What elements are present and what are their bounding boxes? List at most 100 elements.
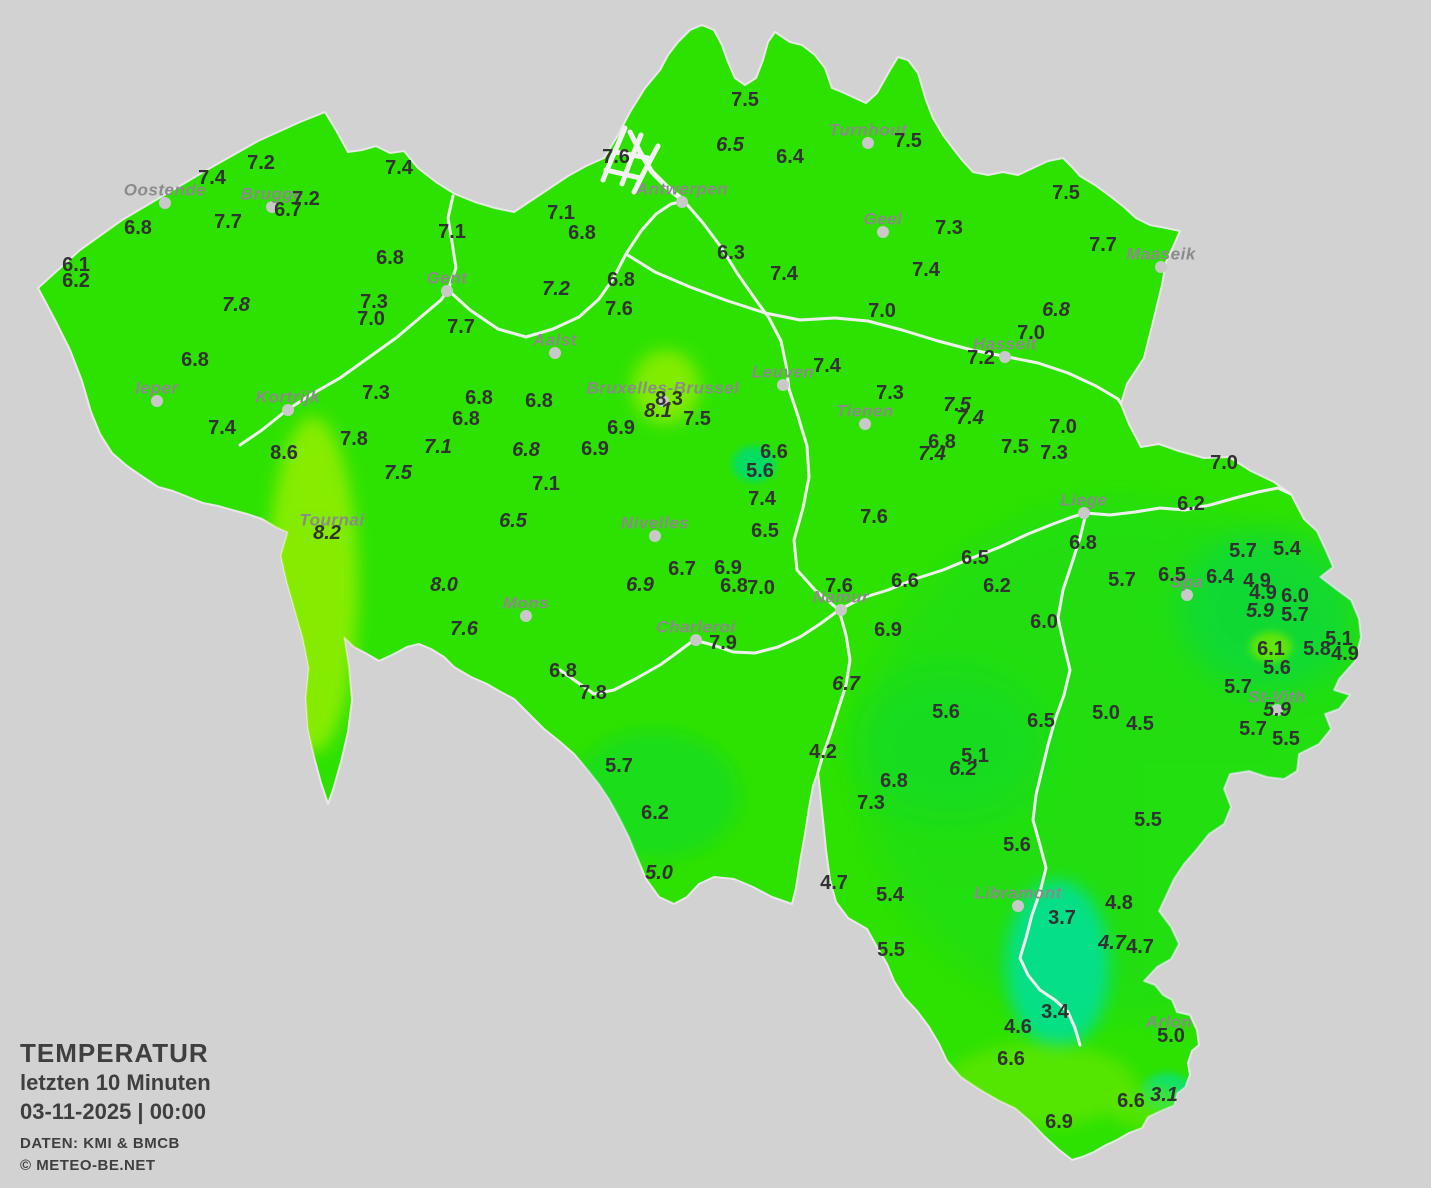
temp-label: 4.5 xyxy=(1126,713,1154,735)
temp-label: 4.2 xyxy=(809,741,837,763)
city-dot xyxy=(549,347,561,359)
border-antwerpen-namur xyxy=(682,199,841,612)
city-dot xyxy=(862,137,874,149)
border-sambre-meuse xyxy=(558,511,1088,696)
temp-label: 7.5 xyxy=(943,394,972,416)
temp-label: 7.6 xyxy=(860,506,888,528)
temp-label: 7.4 xyxy=(956,407,984,429)
shade-condroz xyxy=(855,670,1045,820)
temp-label: 7.1 xyxy=(532,473,560,495)
city-label: Maaseik xyxy=(1126,245,1197,264)
temp-label: 5.1 xyxy=(961,745,989,767)
city-dot xyxy=(649,530,661,542)
temp-label: 5.9 xyxy=(1263,699,1292,721)
temp-label: 7.2 xyxy=(542,278,570,300)
temp-label: 6.4 xyxy=(776,146,805,168)
temp-label: 6.8 xyxy=(465,387,493,409)
city-label: Aalst xyxy=(532,331,578,350)
city-dot xyxy=(859,418,871,430)
temp-label: 7.7 xyxy=(447,316,475,338)
temp-label: 8.3 xyxy=(655,388,683,410)
temp-label: 7.3 xyxy=(362,382,390,404)
temp-label: 6.7 xyxy=(832,673,861,695)
temp-label: 7.8 xyxy=(222,294,251,316)
city-label: Namur xyxy=(813,588,870,607)
temp-label: 6.8 xyxy=(1069,532,1097,554)
city-dot xyxy=(1155,261,1167,273)
temp-label: 6.6 xyxy=(891,570,919,592)
temp-label: 6.8 xyxy=(1042,299,1071,321)
temp-label: 5.5 xyxy=(1134,809,1162,831)
city-label: Gent xyxy=(427,269,469,288)
border-leie xyxy=(238,288,450,447)
city-dot xyxy=(877,226,889,238)
city-label: Geel xyxy=(864,210,904,229)
city-dot xyxy=(1271,704,1283,716)
map-datetime: 03-11-2025 | 00:00 xyxy=(20,1099,206,1124)
temp-label: 7.0 xyxy=(1017,322,1045,344)
copyright: © METEO-BE.NET xyxy=(20,1157,156,1174)
temp-label: 4.6 xyxy=(1004,1016,1032,1038)
temp-label: 4.7 xyxy=(1097,932,1127,954)
temp-label: 7.3 xyxy=(1040,442,1068,464)
temp-label: 5.7 xyxy=(1224,676,1252,698)
temp-label: 7.5 xyxy=(683,408,711,430)
city-dot xyxy=(520,610,532,622)
temp-label: 5.5 xyxy=(1272,728,1300,750)
city-dot xyxy=(159,197,171,209)
temp-label: 8.1 xyxy=(644,400,672,422)
dock-quay xyxy=(612,149,651,161)
temp-label: 6.5 xyxy=(751,520,779,542)
temp-label: 6.7 xyxy=(274,199,302,221)
temp-label: 6.4 xyxy=(1206,566,1235,588)
city-label: Hasselt xyxy=(973,335,1038,354)
temp-label: 6.8 xyxy=(124,217,152,239)
temp-label: 6.6 xyxy=(1117,1090,1145,1112)
shade-warm-gaume xyxy=(945,1043,1135,1127)
city-dot xyxy=(151,395,163,407)
temp-label: 7.5 xyxy=(1052,182,1080,204)
temp-label: 6.9 xyxy=(1045,1111,1073,1133)
temp-label: 7.1 xyxy=(547,202,575,224)
temp-label: 3.4 xyxy=(1041,1001,1070,1023)
temp-label: 6.8 xyxy=(928,431,956,453)
border-flanders-middle xyxy=(624,252,1124,407)
temp-label: 7.4 xyxy=(198,167,227,189)
temp-label: 6.9 xyxy=(626,574,655,596)
temp-label: 7.3 xyxy=(857,792,885,814)
temp-label: 6.2 xyxy=(62,270,90,292)
border-gent-north xyxy=(446,194,458,292)
temp-label: 6.0 xyxy=(1030,611,1058,633)
city-label: Oostende xyxy=(124,181,206,200)
city-dot xyxy=(657,395,669,407)
city-dot xyxy=(282,404,294,416)
temp-label: 5.7 xyxy=(1239,718,1267,740)
temp-label: 6.5 xyxy=(961,547,989,569)
temp-label: 6.1 xyxy=(62,254,90,276)
temp-label: 7.2 xyxy=(967,347,995,369)
border-schelde xyxy=(446,199,686,339)
temp-label: 7.4 xyxy=(385,157,414,179)
temp-label: 6.2 xyxy=(1177,493,1205,515)
temp-label: 7.8 xyxy=(340,428,368,450)
city-label: Tournai xyxy=(299,511,365,530)
temp-label: 6.2 xyxy=(983,575,1011,597)
title-block: TEMPERATUR letzten 10 Minuten 03-11-2025… xyxy=(20,1038,211,1177)
temp-label: 7.5 xyxy=(731,89,759,111)
temp-label: 6.3 xyxy=(717,242,745,264)
shade-warm-elsenborn xyxy=(1250,632,1292,662)
temp-label: 8.6 xyxy=(270,442,298,464)
temp-label: 6.8 xyxy=(568,222,596,244)
data-source: DATEN: KMI & BMCB xyxy=(20,1135,180,1152)
city-dot xyxy=(266,201,278,213)
temp-label: 5.1 xyxy=(1325,628,1353,650)
temp-label: 7.5 xyxy=(384,462,413,484)
temp-label: 6.2 xyxy=(949,758,977,780)
dock-quay xyxy=(603,167,643,181)
shade-chimay xyxy=(570,730,740,860)
labels-layer: Oostende Brugge Gent Antwerpen Turnhout Geel M… xyxy=(62,89,1359,1133)
city-label: Kortrijk xyxy=(256,388,322,407)
temp-label: 7.6 xyxy=(450,618,479,640)
temp-label: 7.6 xyxy=(605,298,633,320)
